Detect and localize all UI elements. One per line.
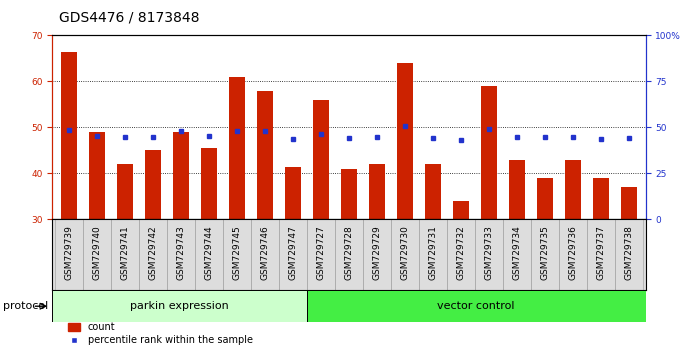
Text: GSM729730: GSM729730 <box>401 225 410 280</box>
Text: GSM729734: GSM729734 <box>512 225 521 280</box>
Bar <box>195 219 223 290</box>
Bar <box>251 219 279 290</box>
Text: GSM729732: GSM729732 <box>456 225 466 280</box>
Text: GSM729742: GSM729742 <box>149 225 158 280</box>
Bar <box>258 91 273 219</box>
Bar <box>587 219 615 290</box>
Text: protocol: protocol <box>3 301 49 311</box>
Bar <box>369 164 385 219</box>
Bar <box>363 219 391 290</box>
Bar <box>83 219 111 290</box>
Bar <box>391 219 419 290</box>
Bar <box>202 148 217 219</box>
Text: GSM729743: GSM729743 <box>177 225 186 280</box>
Text: GSM729740: GSM729740 <box>93 225 102 280</box>
Text: vector control: vector control <box>438 301 515 311</box>
Bar <box>111 219 139 290</box>
Bar <box>510 160 525 219</box>
Bar <box>139 219 167 290</box>
Bar <box>55 219 83 290</box>
Bar <box>397 63 413 219</box>
Bar <box>453 201 468 219</box>
Legend: count, percentile rank within the sample: count, percentile rank within the sample <box>64 319 256 349</box>
Bar <box>341 169 357 219</box>
Text: GSM729731: GSM729731 <box>429 225 438 280</box>
Bar <box>481 86 496 219</box>
Bar <box>447 219 475 290</box>
Text: GSM729741: GSM729741 <box>121 225 130 280</box>
Text: GSM729744: GSM729744 <box>205 225 214 280</box>
Bar <box>335 219 363 290</box>
Text: GSM729739: GSM729739 <box>65 225 74 280</box>
Bar <box>419 219 447 290</box>
Text: GSM729745: GSM729745 <box>232 225 242 280</box>
Bar <box>52 290 306 322</box>
Bar <box>145 150 161 219</box>
Bar <box>313 100 329 219</box>
Text: GSM729746: GSM729746 <box>260 225 269 280</box>
Text: GDS4476 / 8173848: GDS4476 / 8173848 <box>59 11 200 25</box>
Text: GSM729747: GSM729747 <box>288 225 297 280</box>
Bar <box>173 132 188 219</box>
Bar <box>223 219 251 290</box>
Bar <box>167 219 195 290</box>
Bar <box>475 219 503 290</box>
Bar <box>565 160 581 219</box>
Text: GSM729736: GSM729736 <box>568 225 577 280</box>
Bar <box>306 290 646 322</box>
Bar <box>117 164 133 219</box>
Text: parkin expression: parkin expression <box>130 301 229 311</box>
Bar <box>503 219 531 290</box>
Bar <box>537 178 553 219</box>
Text: GSM729727: GSM729727 <box>316 225 325 280</box>
Text: GSM729733: GSM729733 <box>484 225 493 280</box>
Bar <box>61 51 77 219</box>
Text: GSM729728: GSM729728 <box>345 225 353 280</box>
Bar <box>279 219 307 290</box>
Bar <box>285 166 301 219</box>
Bar <box>593 178 609 219</box>
Text: GSM729729: GSM729729 <box>373 225 382 280</box>
Bar <box>230 77 245 219</box>
Bar <box>615 219 643 290</box>
Text: GSM729737: GSM729737 <box>596 225 605 280</box>
Text: GSM729735: GSM729735 <box>540 225 549 280</box>
Text: GSM729738: GSM729738 <box>624 225 633 280</box>
Bar <box>425 164 440 219</box>
Bar <box>89 132 105 219</box>
Bar <box>307 219 335 290</box>
Bar <box>531 219 559 290</box>
Bar <box>559 219 587 290</box>
Bar <box>621 187 637 219</box>
